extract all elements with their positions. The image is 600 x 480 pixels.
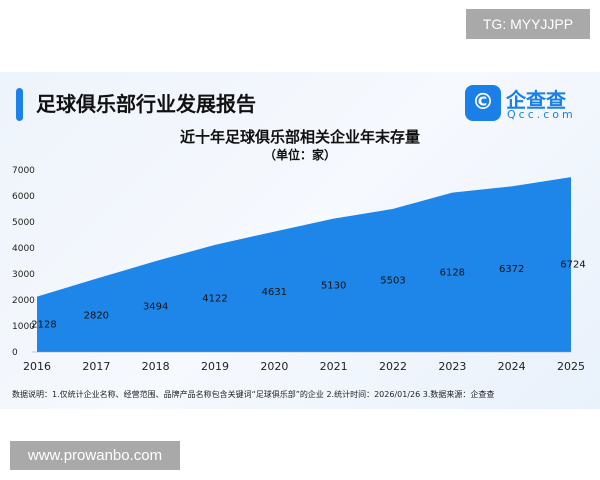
x-tick-label: 2020 <box>260 360 288 373</box>
watermark-top: TG: MYYJJPP <box>466 9 590 39</box>
x-tick-label: 2019 <box>201 360 229 373</box>
data-label: 4122 <box>202 293 227 304</box>
x-tick-label: 2021 <box>320 360 348 373</box>
data-label: 6372 <box>499 264 524 275</box>
data-label: 2820 <box>84 310 109 321</box>
logo-domain: Qcc.com <box>507 108 576 121</box>
y-tick-label: 1000 <box>12 322 35 332</box>
x-tick-label: 2022 <box>379 360 407 373</box>
report-title: 足球俱乐部行业发展报告 <box>36 92 256 116</box>
data-note: 数据说明：1.仅统计企业名称、经营范围、品牌产品名称包含关键词“足球俱乐部”的企… <box>12 390 495 399</box>
x-tick-label: 2023 <box>438 360 466 373</box>
chart-title: 近十年足球俱乐部相关企业年末存量 <box>179 128 420 146</box>
y-tick-label: 5000 <box>12 218 35 228</box>
data-label: 5503 <box>380 275 405 286</box>
chart-subtitle: （单位：家） <box>263 148 336 162</box>
data-label: 6724 <box>560 260 585 271</box>
data-label: 5130 <box>321 280 346 291</box>
area-series <box>37 177 571 352</box>
qcc-logo-icon: © <box>465 85 501 121</box>
data-label: 6128 <box>440 267 465 278</box>
title-accent-bar <box>16 88 23 121</box>
x-tick-label: 2024 <box>498 360 526 373</box>
data-label: 4631 <box>262 287 287 298</box>
data-label: 3494 <box>143 302 168 313</box>
x-tick-label: 2018 <box>142 360 170 373</box>
logo-name: 企查查 <box>506 88 566 112</box>
y-tick-label: 7000 <box>12 166 35 176</box>
x-tick-label: 2017 <box>82 360 110 373</box>
y-tick-label: 4000 <box>12 244 35 254</box>
x-tick-label: 2016 <box>23 360 51 373</box>
y-tick-label: 3000 <box>12 270 35 280</box>
y-tick-label: 6000 <box>12 192 35 202</box>
data-label: 2128 <box>31 319 56 330</box>
x-tick-label: 2025 <box>557 360 585 373</box>
y-tick-label: 2000 <box>12 296 35 306</box>
watermark-bottom: www.prowanbo.com <box>10 441 180 470</box>
y-tick-label: 0 <box>12 348 18 358</box>
